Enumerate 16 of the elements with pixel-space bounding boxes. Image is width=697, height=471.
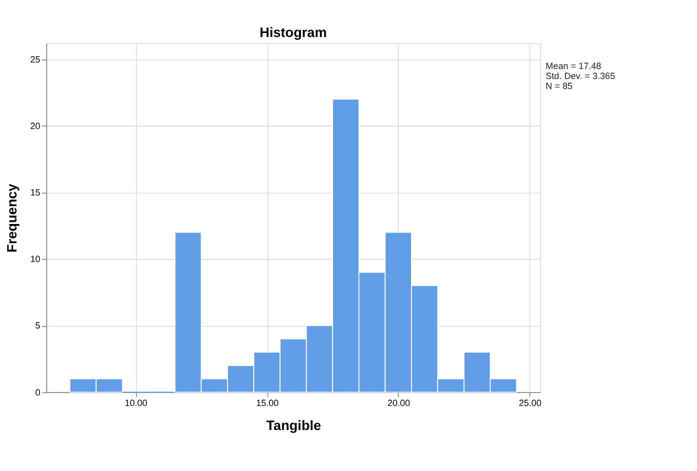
y-tick-label: 15 bbox=[30, 188, 40, 198]
x-tick-label: 25.00 bbox=[518, 398, 542, 408]
text: N = 85 bbox=[546, 80, 573, 91]
text: Std. Dev. = 3.365 bbox=[546, 70, 616, 81]
y-tick-label: 20 bbox=[30, 120, 40, 131]
y-tick-label: 0 bbox=[35, 387, 40, 398]
y-tick-label: 10 bbox=[30, 254, 40, 264]
x-tick-label: 10.00 bbox=[124, 398, 148, 408]
y-tick-label: 5 bbox=[35, 320, 40, 331]
y-axis-title: Frequency bbox=[4, 183, 20, 252]
x-tick-label: 20.00 bbox=[387, 398, 410, 408]
text: Mean = 17.48 bbox=[546, 61, 602, 72]
chart-title: Histogram bbox=[260, 24, 327, 40]
x-axis-title: Tangible bbox=[266, 418, 322, 433]
y-tick-label: 25 bbox=[30, 54, 40, 64]
x-tick-label: 15.00 bbox=[256, 398, 279, 408]
